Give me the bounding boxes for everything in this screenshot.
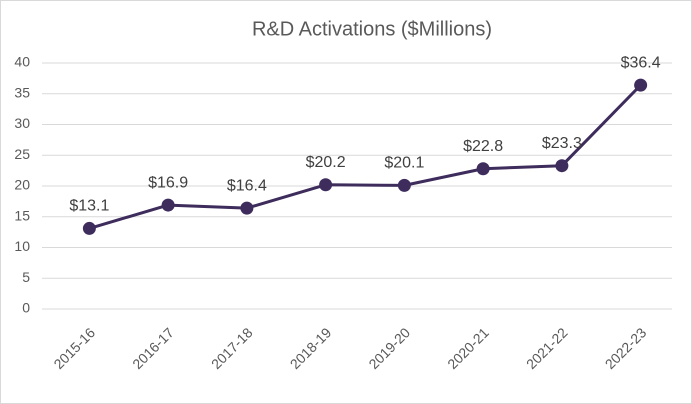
data-label: $20.2 <box>306 154 346 171</box>
data-point <box>555 159 569 173</box>
data-point <box>397 178 411 192</box>
data-point <box>82 221 96 235</box>
y-tick-label: 35 <box>14 84 30 100</box>
y-tick-label: 0 <box>22 300 30 316</box>
y-tick-label: 25 <box>14 146 30 162</box>
y-tick-label: 10 <box>14 238 30 254</box>
y-tick-label: 15 <box>14 207 30 223</box>
data-label: $36.4 <box>621 54 661 71</box>
y-tick-label: 5 <box>22 269 30 285</box>
y-tick-label: 20 <box>14 177 30 193</box>
data-label: $16.4 <box>227 177 267 194</box>
data-label: $16.9 <box>148 174 188 191</box>
data-point <box>634 78 648 92</box>
y-tick-label: 40 <box>14 54 30 70</box>
chart-title: R&D Activations ($Millions) <box>252 18 492 40</box>
data-label: $22.8 <box>463 138 503 155</box>
data-point <box>161 198 175 212</box>
data-point <box>240 201 254 215</box>
data-label: $20.1 <box>384 155 424 172</box>
data-point <box>319 178 333 192</box>
data-point <box>476 162 490 176</box>
data-label: $13.1 <box>69 198 109 215</box>
y-tick-label: 30 <box>14 115 30 131</box>
data-label: $23.3 <box>542 135 582 152</box>
data-line <box>88 84 642 230</box>
